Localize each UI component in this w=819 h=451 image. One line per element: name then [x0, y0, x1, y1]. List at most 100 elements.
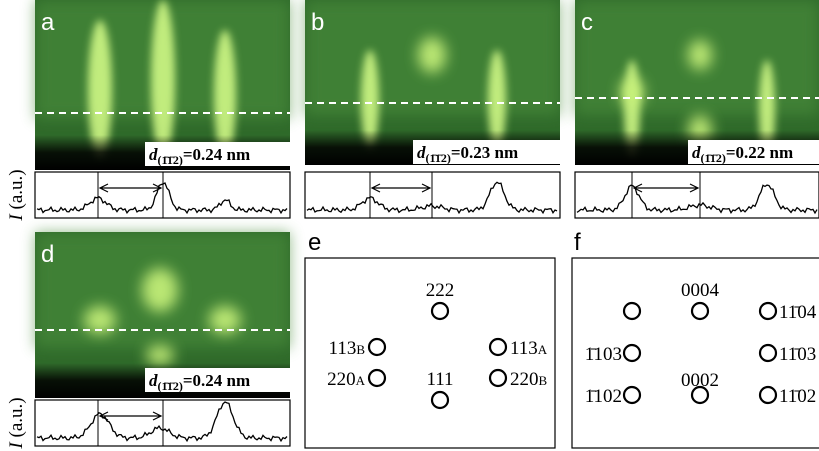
spot-index: 220B: [510, 369, 548, 390]
spot-marker: [488, 337, 508, 357]
intensity-symbol: I: [6, 441, 27, 450]
intensity-label: I (a.u.): [6, 169, 27, 221]
d-symbol: d: [417, 143, 426, 162]
d-plane: (1̄1̄2): [158, 153, 183, 167]
label-box: [688, 140, 819, 164]
d-label: d(1̄1̄2)=0.24 nm: [149, 371, 250, 393]
panel-letter: c: [581, 9, 593, 36]
d-label: d(1̄1̄2)=0.23 nm: [417, 143, 518, 165]
index-sub: B: [356, 342, 365, 357]
profile: [34, 171, 291, 219]
d-value: =0.23 nm: [451, 143, 518, 162]
spot-index: 1̄102: [585, 386, 622, 407]
spot-marker: [622, 385, 642, 405]
spot: [146, 345, 174, 365]
d-plane: (1̄1̄2): [158, 379, 183, 393]
spot-marker: [430, 390, 450, 410]
label-box: [145, 368, 290, 392]
intensity-unit: (a.u.): [6, 397, 27, 437]
spot-marker: [367, 368, 387, 388]
label-box: [413, 140, 560, 164]
spot-index: 0002: [681, 370, 719, 391]
d-symbol: d: [149, 145, 158, 164]
streak: [151, 0, 175, 160]
rheed-image: b d(1̄1̄2)=0.23 nm: [305, 0, 560, 165]
profile: [304, 171, 561, 219]
profile-curve: [36, 401, 288, 443]
panel-letter: a: [41, 9, 55, 36]
spot-marker: [690, 301, 710, 321]
spot-marker: [758, 343, 778, 363]
index-sub: A: [356, 373, 366, 388]
index-main: 111: [426, 369, 453, 390]
panel-letter: e: [308, 229, 321, 256]
index-sub: B: [539, 373, 548, 388]
spot-marker: [430, 301, 450, 321]
spot: [209, 306, 241, 334]
double-arrow: [98, 183, 163, 193]
spot-index: 113A: [510, 338, 548, 359]
spot-marker: [622, 301, 642, 321]
d-symbol: d: [692, 143, 701, 162]
spot-index: 222: [426, 280, 455, 301]
index-main: 220: [510, 369, 539, 390]
rheed-image: dd(1̄1̄2)=0.24 nm: [35, 232, 290, 398]
spot: [84, 306, 116, 334]
rheed-image: c d(1̄1̄2)=0.22 nm: [575, 0, 819, 165]
d-plane: (1̄1̄2): [701, 151, 726, 165]
double-arrow: [98, 411, 163, 421]
panel-letter: f: [574, 229, 581, 256]
index-main: 220: [327, 369, 356, 390]
spot: [688, 40, 712, 70]
streak: [361, 50, 379, 150]
d-label: d(1̄1̄2)=0.24 nm: [149, 145, 250, 167]
streak: [488, 50, 506, 150]
spot-marker: [758, 301, 778, 321]
profile-curve: [576, 184, 818, 215]
profile: [34, 399, 291, 447]
d-value: =0.24 nm: [183, 371, 250, 390]
intensity-label: I (a.u.): [6, 397, 27, 449]
label-box: [145, 142, 290, 166]
intensity-symbol: I: [6, 213, 27, 222]
index-main: 113: [510, 338, 538, 359]
spot-index: 111: [426, 369, 453, 390]
double-arrow: [370, 183, 432, 193]
spot: [418, 37, 446, 73]
d-value: =0.24 nm: [183, 145, 250, 164]
profile: [574, 171, 819, 219]
spot: [142, 268, 178, 312]
spot-index: 11̄04: [779, 302, 817, 323]
spot-marker: [622, 343, 642, 363]
index-sub: A: [538, 342, 548, 357]
spot-index: 11̄03: [779, 344, 816, 365]
spot-index: 113B: [329, 338, 366, 359]
panel-letter: d: [41, 241, 54, 268]
rheed-image: a d(1̄1̄2)=0.24 nm: [35, 0, 290, 170]
d-symbol: d: [149, 371, 158, 390]
index-main: 222: [426, 280, 455, 301]
profile-box: [574, 171, 819, 219]
pattern-box: [571, 257, 819, 449]
pattern-box: [304, 257, 556, 449]
intensity-unit: (a.u.): [6, 169, 27, 209]
spot-marker: [488, 368, 508, 388]
spot-marker: [758, 385, 778, 405]
d-value: =0.22 nm: [726, 143, 793, 162]
streak: [88, 20, 112, 160]
d-label: d(1̄1̄2)=0.22 nm: [692, 143, 793, 165]
panel-letter: b: [311, 9, 324, 36]
profile-curve: [36, 182, 288, 215]
spot-index: 220A: [327, 369, 366, 390]
double-arrow: [632, 183, 700, 193]
spot-marker: [367, 337, 387, 357]
spot-index: 11̄02: [779, 386, 816, 407]
spot: [620, 78, 644, 106]
index-main: 113: [329, 338, 357, 359]
spot-marker: [690, 385, 710, 405]
d-plane: (1̄1̄2): [426, 151, 451, 165]
streak: [214, 30, 236, 160]
spot-index: 1̄103: [585, 344, 622, 365]
spot-index: 0004: [681, 280, 720, 301]
